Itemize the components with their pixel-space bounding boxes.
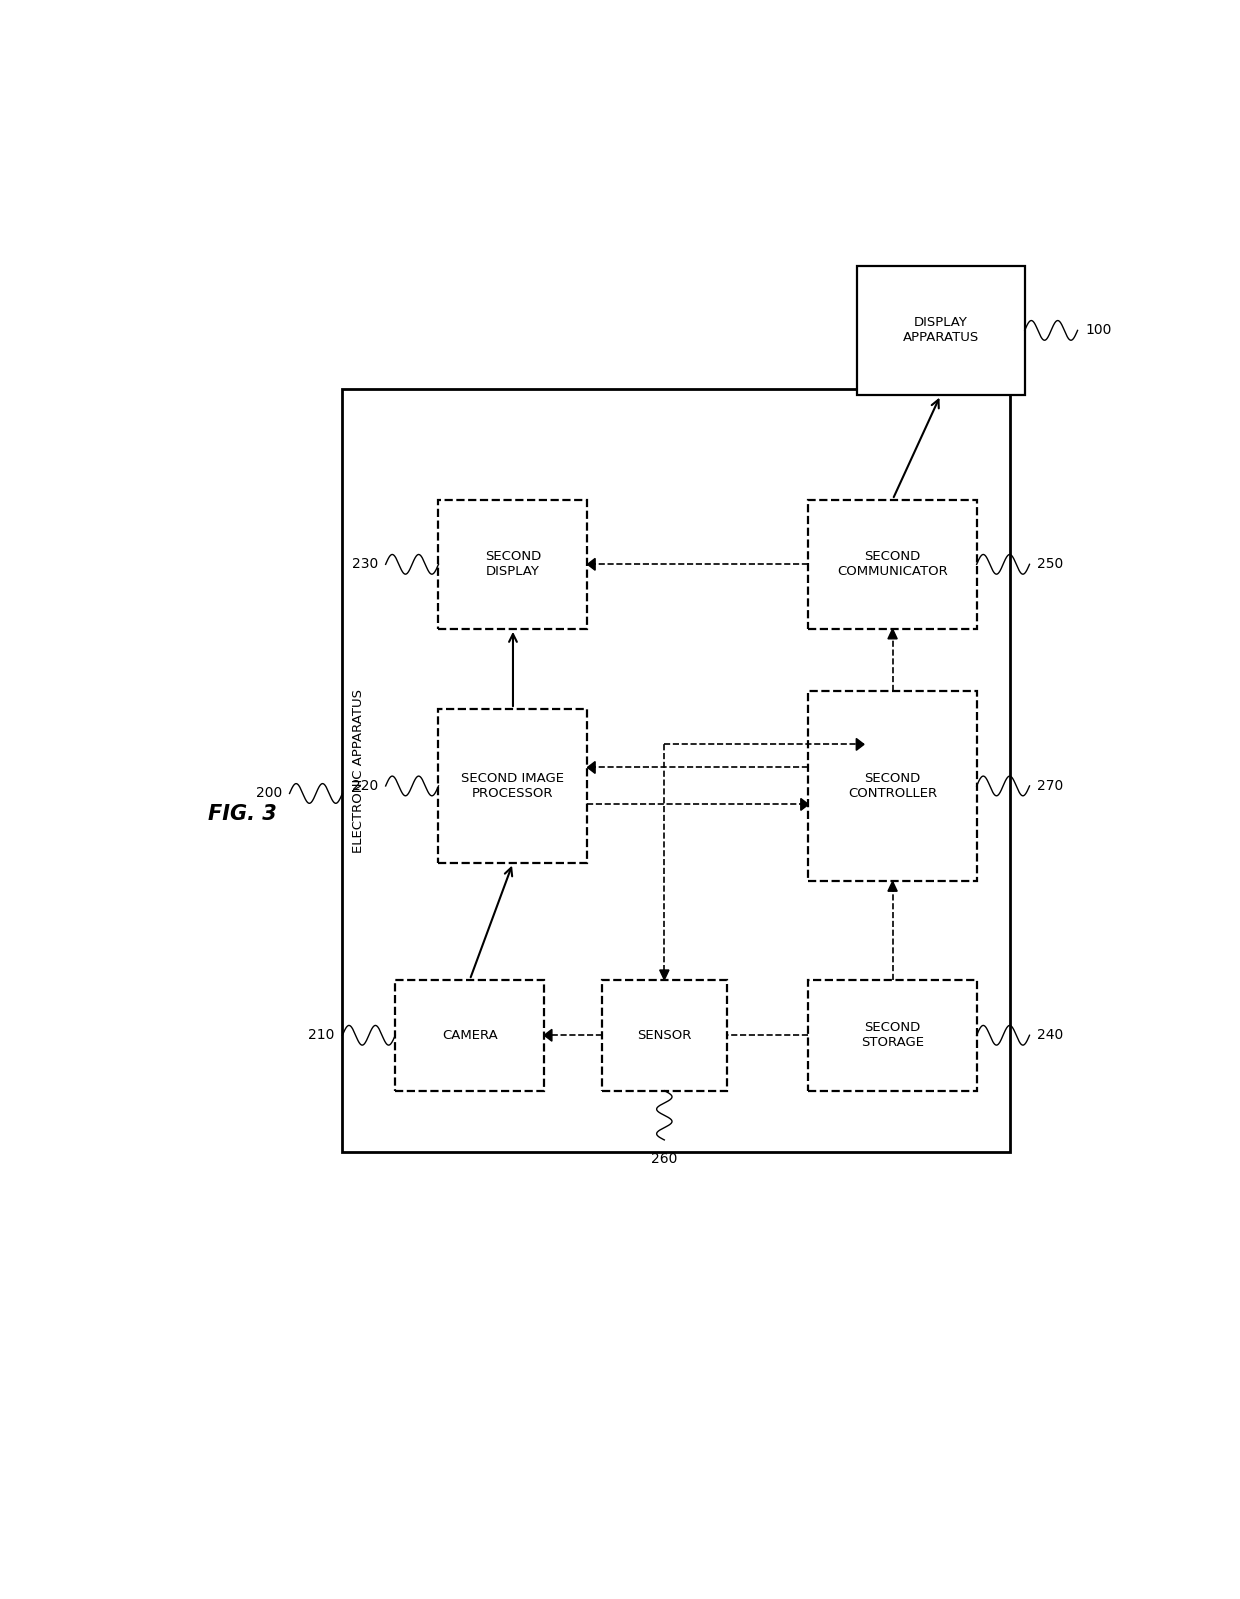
Text: 100: 100 [1085, 323, 1111, 337]
Bar [601, 980, 727, 1091]
Polygon shape [801, 798, 808, 811]
Text: 220: 220 [352, 779, 378, 793]
Bar [439, 708, 588, 863]
Bar [439, 499, 588, 628]
Bar [808, 980, 977, 1091]
Bar [808, 691, 977, 881]
Text: FIG. 3: FIG. 3 [208, 804, 277, 823]
Text: SENSOR: SENSOR [637, 1028, 692, 1043]
Bar [857, 265, 1024, 395]
Text: 250: 250 [1037, 558, 1064, 571]
Text: 240: 240 [1037, 1028, 1064, 1043]
Polygon shape [660, 971, 668, 980]
Text: SECOND
DISPLAY: SECOND DISPLAY [485, 550, 541, 579]
Bar [342, 389, 1011, 1153]
Bar [808, 499, 977, 628]
Text: SECOND
COMMUNICATOR: SECOND COMMUNICATOR [837, 550, 947, 579]
Polygon shape [588, 761, 595, 774]
Polygon shape [888, 881, 898, 891]
Text: 260: 260 [651, 1153, 677, 1166]
Polygon shape [888, 628, 898, 640]
Bar [396, 980, 544, 1091]
Text: CAMERA: CAMERA [441, 1028, 497, 1043]
Text: DISPLAY
APPARATUS: DISPLAY APPARATUS [903, 317, 978, 344]
Text: SECOND
STORAGE: SECOND STORAGE [861, 1022, 924, 1049]
Polygon shape [588, 558, 595, 571]
Text: SECOND
CONTROLLER: SECOND CONTROLLER [848, 772, 937, 800]
Text: 230: 230 [352, 558, 378, 571]
Polygon shape [857, 739, 864, 750]
Text: 200: 200 [255, 787, 281, 801]
Polygon shape [544, 1030, 552, 1041]
Text: SECOND IMAGE
PROCESSOR: SECOND IMAGE PROCESSOR [461, 772, 564, 800]
Text: 210: 210 [309, 1028, 335, 1043]
Text: ELECTRONIC APPARATUS: ELECTRONIC APPARATUS [352, 689, 366, 852]
Text: 270: 270 [1037, 779, 1064, 793]
